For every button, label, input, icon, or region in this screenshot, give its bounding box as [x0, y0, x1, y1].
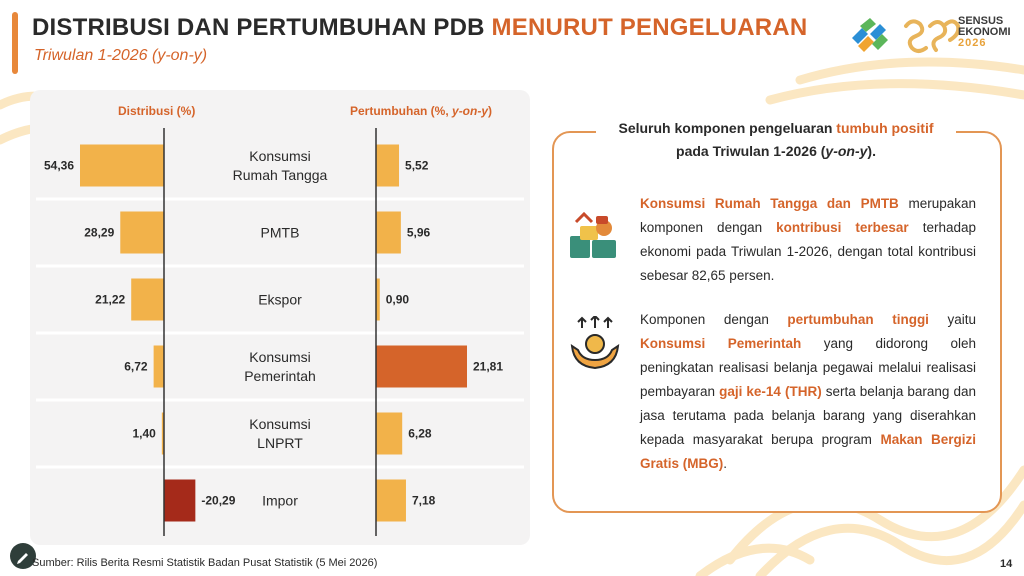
pertumbuhan-bar [376, 412, 403, 455]
category-label: Pemerintah [244, 368, 316, 384]
category-label: Impor [262, 493, 298, 509]
distribusi-bar [120, 211, 164, 254]
page-number: 14 [1000, 558, 1013, 570]
pertumbuhan-value: 21,81 [473, 360, 503, 374]
pertumbuhan-value: 0,90 [386, 293, 410, 307]
pertumbuhan-bar [376, 278, 380, 321]
category-label: PMTB [261, 225, 300, 241]
source-note: Sumber: Rilis Berita Resmi Statistik Bad… [32, 557, 378, 569]
distribusi-bar [161, 412, 164, 455]
category-label: Rumah Tangga [233, 167, 328, 183]
pertumbuhan-value: 6,28 [408, 427, 432, 441]
category-label: Ekspor [258, 292, 302, 308]
logo [846, 12, 1012, 62]
distribusi-bar [80, 144, 164, 187]
distribusi-value: 1,40 [132, 427, 156, 441]
category-label: Konsumsi [249, 148, 310, 164]
title-highlight: MENURUT PENGELUARAN [491, 14, 808, 41]
pertumbuhan-value: 5,52 [405, 159, 429, 173]
pertumbuhan-header: Pertumbuhan (%, y-on-y) [350, 104, 493, 118]
info-box [552, 131, 1002, 513]
pertumbuhan-bar [376, 345, 467, 388]
distribusi-value: 28,29 [84, 226, 114, 240]
page-title: DISTRIBUSI DAN PERTUMBUHAN PDB MENURUT P… [32, 14, 808, 41]
hands-money-growth-icon [568, 314, 622, 377]
distribusi-value: 6,72 [124, 360, 148, 374]
distribusi-bar [153, 345, 164, 388]
paragraph-contribution: Konsumsi Rumah Tangga dan PMTB merupakan… [640, 196, 976, 283]
pertumbuhan-value: 5,96 [407, 226, 431, 240]
distribusi-bar [131, 278, 164, 321]
distribusi-value: 54,36 [44, 159, 74, 173]
info-heading: Seluruh komponen pengeluaran tumbuh posi… [596, 113, 956, 167]
category-label: Konsumsi [249, 349, 310, 365]
distribusi-value: -20,29 [201, 494, 235, 508]
pertumbuhan-bar [376, 144, 400, 187]
pertumbuhan-bar [376, 211, 401, 254]
category-label: LNPRT [257, 435, 303, 451]
title-accent-bar [12, 12, 18, 74]
distribusi-bar [164, 479, 196, 522]
pertumbuhan-value: 7,18 [412, 494, 436, 508]
sensus-ekonomi-label: SENSUS EKONOMI 2026 [958, 15, 1011, 49]
page-subtitle: Triwulan 1-2026 (y-on-y) [34, 47, 208, 64]
pen-icon[interactable] [10, 543, 36, 569]
shopping-goods-icon [566, 208, 622, 269]
paragraph-growth: Komponen dengan pertumbuhan tinggi yaitu… [640, 312, 976, 471]
bps-logo-icon [852, 18, 961, 53]
pertumbuhan-bar [376, 479, 406, 522]
distribusi-header: Distribusi (%) [118, 104, 196, 118]
distribusi-value: 21,22 [95, 293, 125, 307]
category-label: Konsumsi [249, 416, 310, 432]
